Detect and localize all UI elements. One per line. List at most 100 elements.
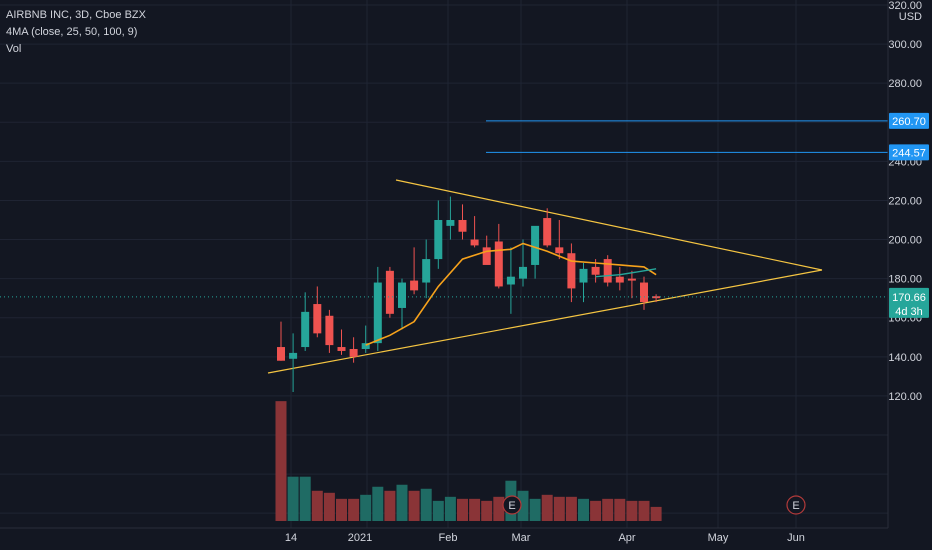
candle-body bbox=[385, 270, 394, 314]
candle-body bbox=[301, 311, 310, 348]
chart-legend: AIRBNB INC, 3D, Cboe BZX 4MA (close, 25,… bbox=[6, 7, 146, 58]
candle-body bbox=[640, 282, 648, 303]
candle-body bbox=[277, 347, 285, 361]
symbol-title[interactable]: AIRBNB INC, 3D, Cboe BZX bbox=[6, 9, 146, 21]
volume-bar bbox=[360, 494, 372, 521]
x-tick-label: May bbox=[708, 532, 729, 544]
volume-bar bbox=[469, 498, 481, 521]
indicator-title[interactable]: 4MA (close, 25, 50, 100, 9) bbox=[6, 26, 138, 38]
volume-bar bbox=[384, 490, 396, 521]
x-tick-label: 2021 bbox=[348, 532, 372, 544]
candle-body bbox=[627, 278, 636, 281]
x-tick-label: 14 bbox=[285, 532, 297, 544]
candlesticks bbox=[277, 196, 661, 392]
grid-lines bbox=[0, 0, 888, 528]
y-tick-label: 120.00 bbox=[888, 391, 922, 403]
level-tag-label: 260.70 bbox=[892, 116, 926, 128]
x-tick-label: Apr bbox=[618, 532, 635, 544]
volume-bar bbox=[432, 500, 444, 521]
moving-average-lines bbox=[365, 242, 657, 346]
horizontal-lines bbox=[0, 120, 888, 298]
earnings-icon bbox=[502, 495, 522, 515]
volume-bar bbox=[348, 498, 360, 521]
candle-body bbox=[446, 220, 455, 226]
y-tick-label: 300.00 bbox=[888, 39, 922, 51]
candle-body bbox=[373, 282, 382, 344]
y-tick-label: 200.00 bbox=[888, 235, 922, 247]
volume-bar bbox=[311, 490, 323, 521]
volume-bars bbox=[275, 401, 662, 521]
candle-body bbox=[531, 225, 540, 265]
volume-bar bbox=[287, 476, 299, 521]
level-tag bbox=[889, 144, 929, 161]
volume-bar bbox=[553, 496, 565, 521]
x-tick-label: Jun bbox=[787, 532, 805, 544]
volume-bar bbox=[650, 506, 662, 521]
candle-body bbox=[470, 239, 479, 246]
lower-trendline bbox=[267, 269, 823, 374]
candle-body bbox=[337, 347, 346, 351]
volume-bar bbox=[408, 490, 420, 521]
candle-body bbox=[422, 259, 431, 283]
countdown-label: 4d 3h bbox=[895, 306, 923, 318]
candle-body bbox=[603, 259, 612, 283]
candle-body bbox=[410, 280, 419, 291]
last-price-label: 170.66 bbox=[892, 292, 926, 304]
volume-bar bbox=[565, 496, 577, 521]
candle-body bbox=[398, 282, 406, 308]
volume-bar bbox=[590, 500, 602, 521]
candle-body bbox=[579, 268, 588, 283]
candle-body bbox=[543, 218, 552, 246]
volume-bar bbox=[517, 490, 529, 521]
currency-label: USD bbox=[899, 11, 922, 23]
volume-bar bbox=[420, 488, 432, 521]
y-tick-label: 320.00 bbox=[888, 0, 922, 12]
volume-bar bbox=[529, 498, 541, 521]
volume-bar bbox=[626, 500, 638, 521]
time-axis[interactable]: 14 2021 Feb Mar Apr May Jun bbox=[0, 527, 888, 544]
earnings-label: E bbox=[508, 500, 515, 512]
ma-line-secondary bbox=[595, 268, 657, 278]
x-tick-label: Mar bbox=[512, 532, 531, 544]
volume-title[interactable]: Vol bbox=[6, 43, 22, 55]
candle-body bbox=[555, 247, 564, 254]
ma-line bbox=[365, 242, 657, 346]
candle-body bbox=[361, 343, 370, 349]
candle-body bbox=[494, 241, 503, 287]
candle-body bbox=[519, 266, 527, 279]
candle-body bbox=[313, 304, 322, 334]
level-tag bbox=[889, 112, 929, 129]
y-tick-label: 180.00 bbox=[888, 274, 922, 286]
volume-bar bbox=[541, 494, 553, 521]
candle-body bbox=[349, 349, 358, 357]
earnings-icon bbox=[786, 495, 806, 515]
earnings-label: E bbox=[792, 500, 799, 512]
volume-bar bbox=[396, 484, 408, 521]
candle-body bbox=[591, 266, 600, 275]
price-axis[interactable]: 120.00140.00160.00180.00200.00220.00240.… bbox=[887, 0, 929, 528]
last-price-tag bbox=[889, 287, 929, 318]
candle-body bbox=[482, 247, 491, 265]
level-tag-label: 244.57 bbox=[892, 147, 926, 159]
volume-bar bbox=[481, 500, 493, 521]
volume-bar bbox=[578, 498, 589, 521]
candle-body bbox=[458, 220, 467, 232]
upper-trendline bbox=[395, 179, 823, 271]
candle-body bbox=[325, 315, 334, 346]
y-tick-label: 280.00 bbox=[888, 78, 922, 90]
volume-bar bbox=[275, 401, 287, 521]
volume-bar bbox=[323, 492, 335, 521]
candle-body bbox=[567, 253, 576, 289]
volume-bar bbox=[457, 498, 468, 521]
volume-bar bbox=[372, 486, 384, 521]
trend-lines bbox=[267, 179, 823, 374]
volume-bar bbox=[638, 500, 650, 521]
y-tick-label: 140.00 bbox=[888, 352, 922, 364]
candle-body bbox=[506, 276, 515, 285]
volume-bar bbox=[336, 498, 347, 521]
y-tick-label: 220.00 bbox=[888, 195, 922, 207]
volume-bar bbox=[614, 498, 626, 521]
x-tick-label: Feb bbox=[439, 532, 458, 544]
